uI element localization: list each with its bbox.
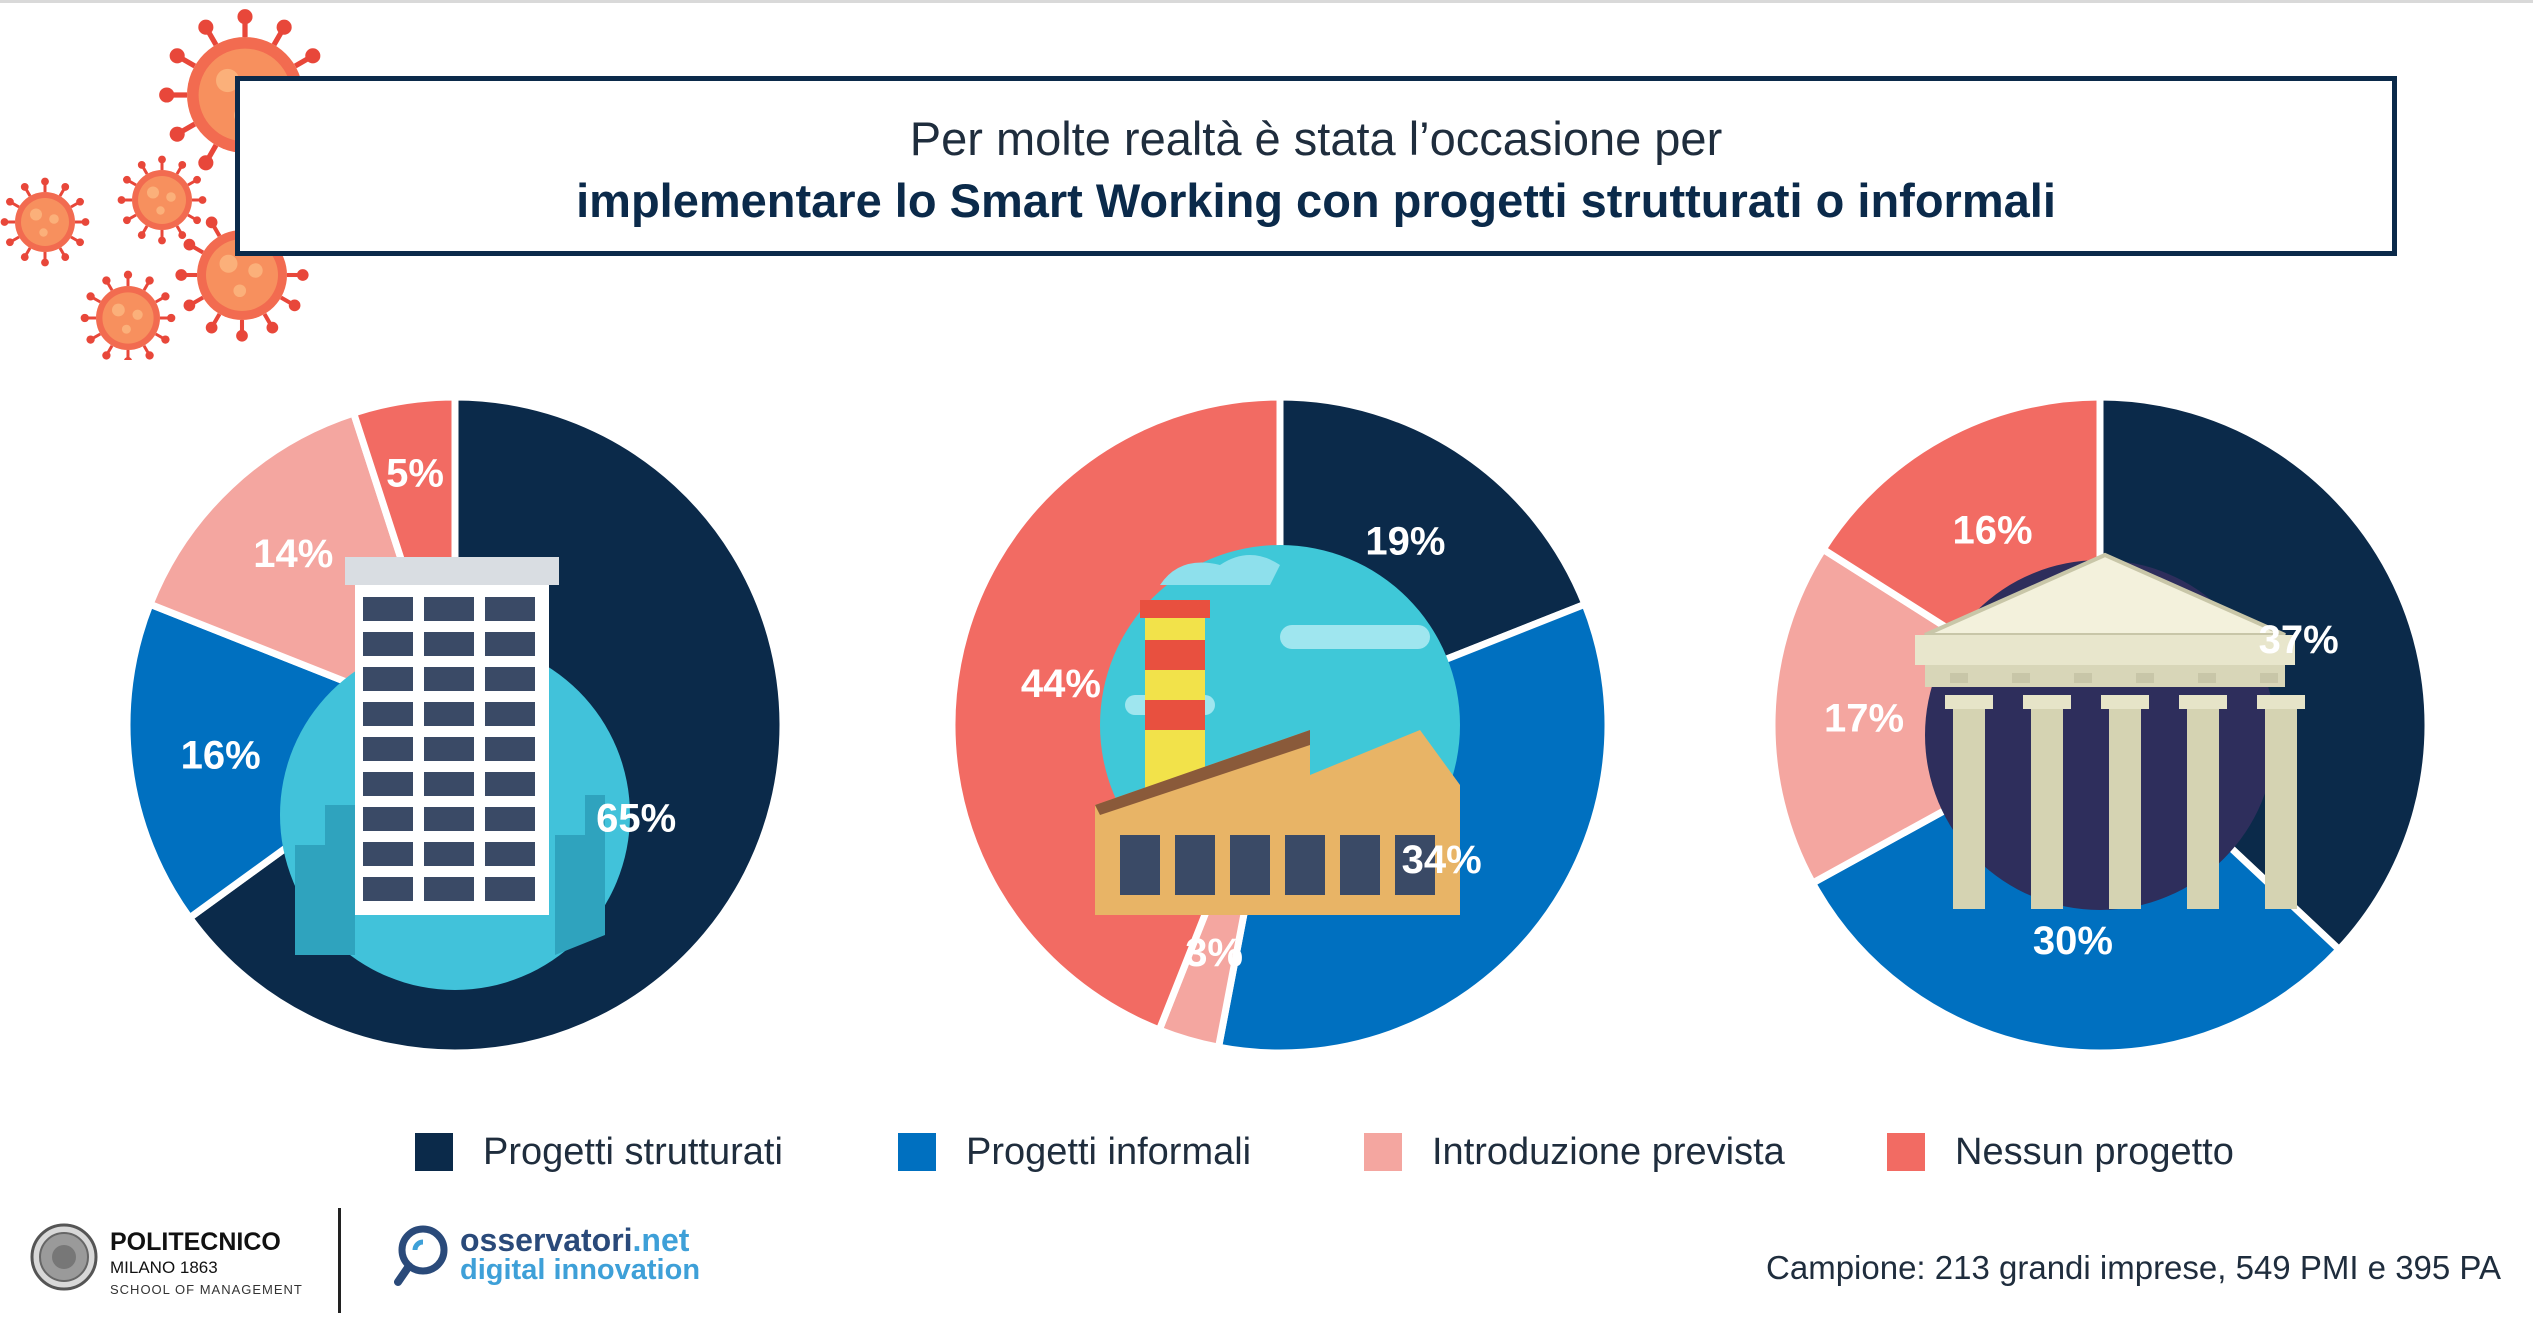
data-label: 65% [596,796,676,840]
data-label: 34% [1402,838,1482,882]
legend-label: Progetti strutturati [483,1130,783,1173]
legend-swatch [1364,1133,1402,1171]
government-building-icon [1915,552,2305,910]
legend-label: Introduzione prevista [1432,1130,1785,1173]
legend-swatch [1887,1133,1925,1171]
data-label: 19% [1365,520,1445,564]
magnifier-logo-icon [394,1225,448,1286]
osservatori-name: osservatori.net [460,1222,689,1259]
osservatori-tagline: digital innovation [460,1254,701,1286]
donut-chart-grandi-imprese: 65% 16% 14% 5% [123,393,787,1057]
legend-item-strutturati: Progetti strutturati [415,1122,783,1182]
footer-divider [338,1208,341,1313]
data-label: 37% [2259,618,2339,662]
data-label: 16% [1952,509,2032,553]
legend-swatch [898,1133,936,1171]
legend-item-prevista: Introduzione prevista [1364,1122,1785,1182]
donut-chart-pmi: 19% 34% 3% 44% [948,393,1612,1057]
title-line-2: implementare lo Smart Working con proget… [576,174,2056,227]
data-label: 14% [253,532,333,576]
data-label: 16% [181,734,261,778]
legend-item-nessuno: Nessun progetto [1887,1122,2234,1182]
legend-label: Progetti informali [966,1130,1252,1173]
polimi-seal-icon [30,1223,98,1291]
polimi-school: SCHOOL OF MANAGEMENT [110,1282,303,1297]
polimi-sub: MILANO 1863 [110,1258,218,1277]
osservatori-word: osservatori [460,1222,633,1258]
data-label: 5% [386,451,444,495]
title-line-1: Per molte realtà è stata l’occasione per [909,112,1723,165]
polimi-name: POLITECNICO [110,1228,281,1256]
data-label: 3% [1185,931,1243,975]
legend-item-informali: Progetti informali [898,1122,1251,1182]
legend-label: Nessun progetto [1955,1130,2234,1173]
office-building-icon [280,557,630,990]
factory-icon [1095,545,1460,915]
data-label: 30% [2033,919,2113,963]
sample-note: Campione: 213 grandi imprese, 549 PMI e … [1766,1249,2501,1286]
top-rule [0,0,2533,3]
donut-chart-pa: 37% 30% 17% 16% [1768,393,2432,1057]
osservatori-net: .net [632,1222,690,1258]
data-label: 17% [1824,697,1904,741]
legend: Progetti strutturati Progetti informali … [0,1122,2533,1182]
legend-swatch [415,1133,453,1171]
data-label: 44% [1021,662,1101,706]
title-box: Per molte realtà è stata l’occasione per… [235,76,2397,256]
